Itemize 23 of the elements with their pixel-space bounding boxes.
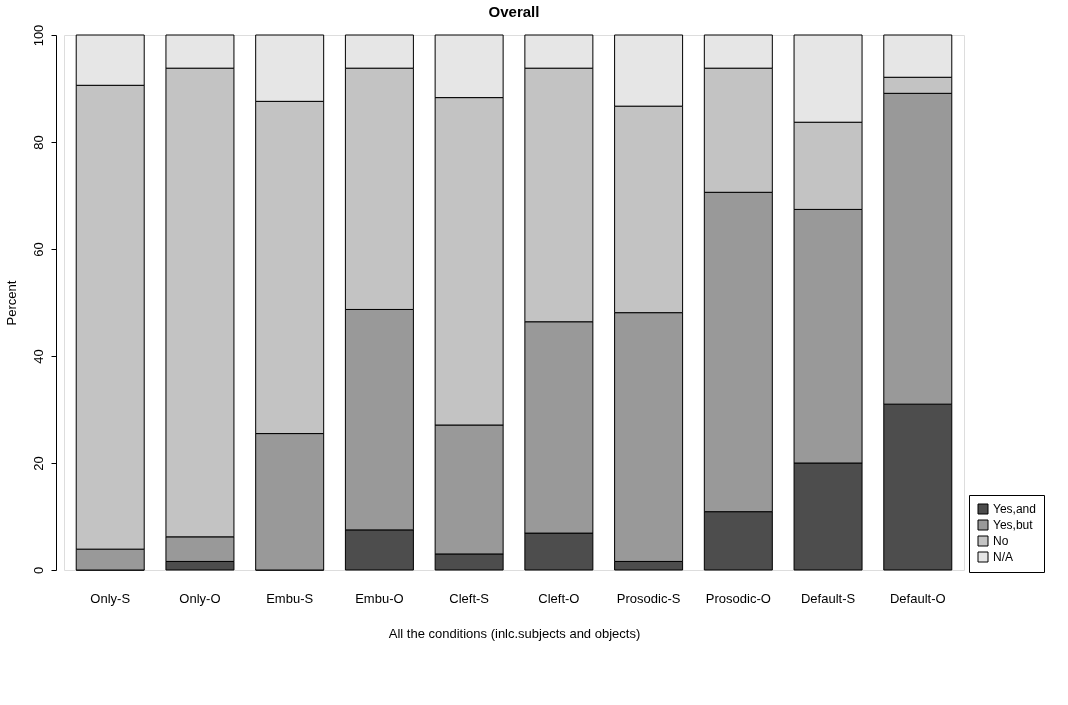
y-tick-label: 20 — [30, 456, 46, 471]
y-tick-label: 0 — [30, 566, 46, 575]
x-tick-label: Prosodic-S — [616, 590, 681, 606]
legend-label: N/A — [993, 550, 1014, 564]
x-tick-label: Default-O — [889, 590, 946, 606]
x-tick-label: Default-S — [800, 590, 856, 606]
y-axis-title: Percent — [3, 280, 19, 326]
legend-label: Yes,but — [993, 518, 1034, 532]
y-tick-label: 60 — [30, 242, 46, 257]
x-tick-label: Embu-O — [355, 590, 404, 606]
x-tick-label: Only-S — [90, 590, 131, 606]
x-tick-label: Cleft-O — [538, 590, 580, 606]
y-tick-label: 80 — [30, 135, 46, 150]
x-tick-label: Prosodic-O — [705, 590, 771, 606]
chart-title: Overall — [488, 3, 540, 21]
x-tick-label: Only-O — [179, 590, 221, 606]
y-tick-label: 40 — [30, 349, 46, 364]
legend-label: No — [993, 534, 1009, 548]
y-tick-label: 100 — [30, 24, 46, 47]
legend-label: Yes,and — [993, 502, 1036, 516]
x-tick-label: Cleft-S — [449, 590, 490, 606]
x-tick-label: Embu-S — [266, 590, 314, 606]
x-axis-title: All the conditions (inlc.subjects and objects) — [388, 625, 641, 641]
